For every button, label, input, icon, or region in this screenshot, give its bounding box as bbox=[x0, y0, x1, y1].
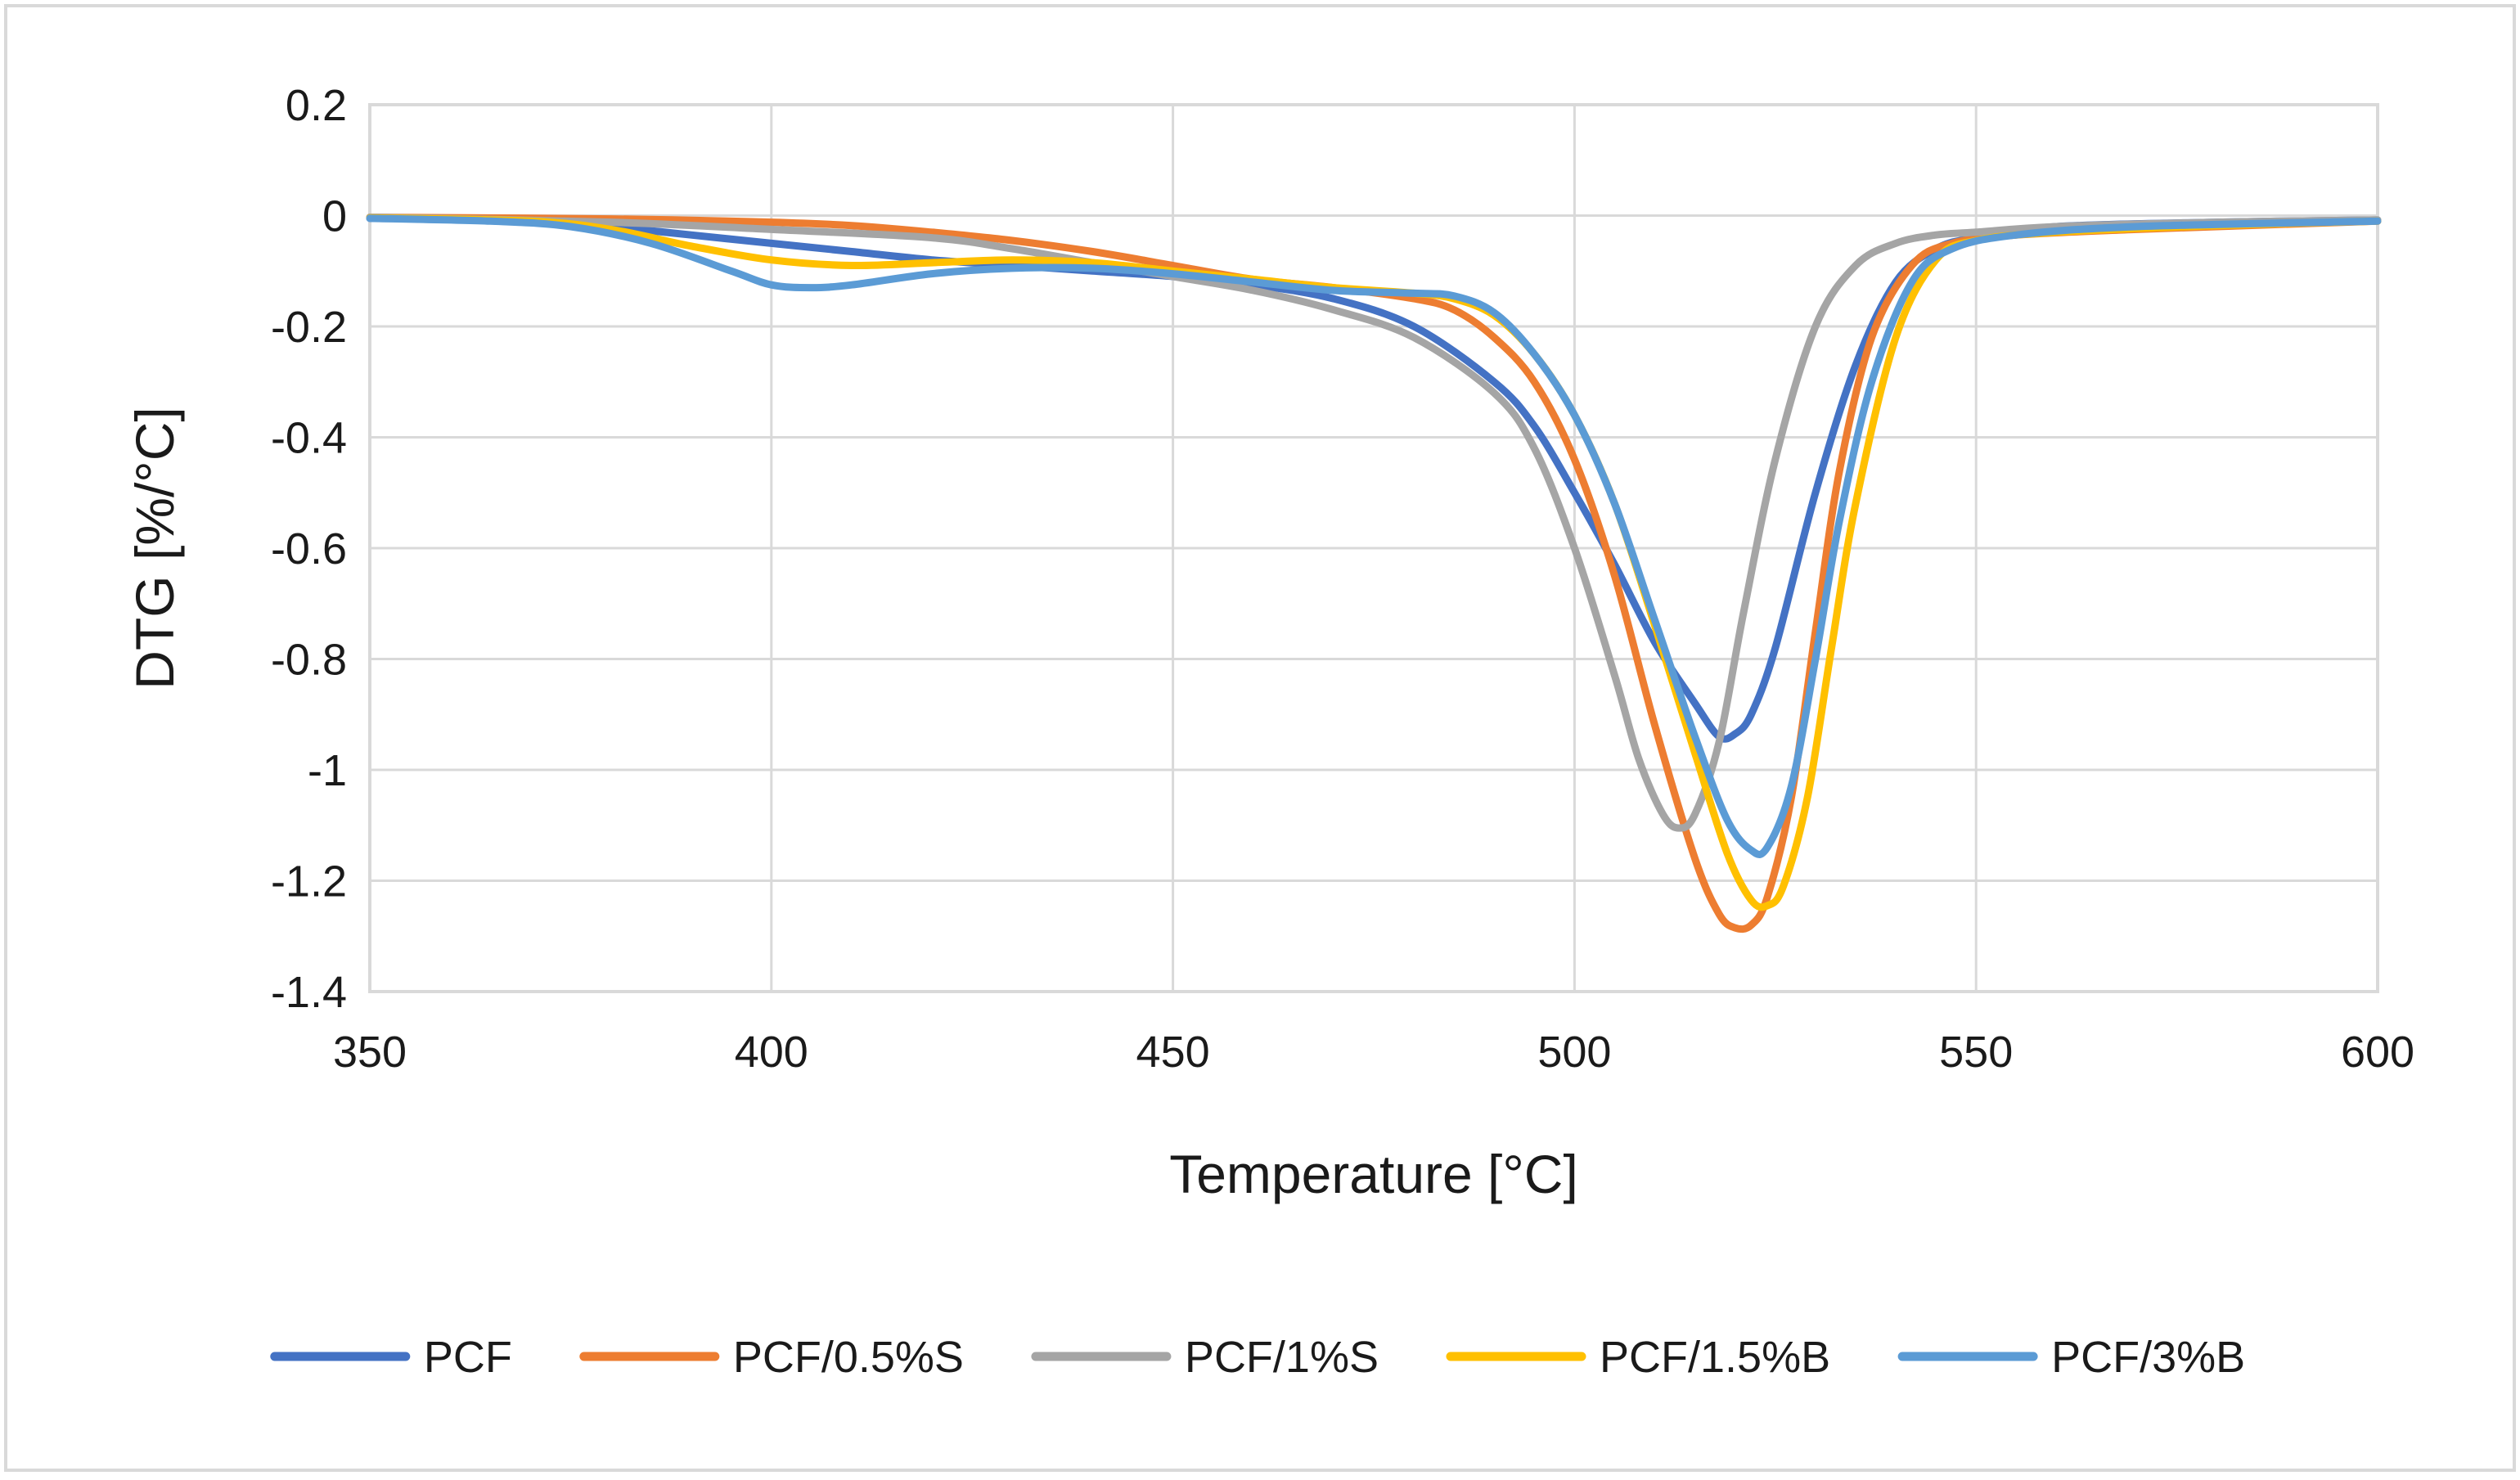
legend-label: PCF bbox=[424, 1333, 512, 1382]
y-tick-label: -0.4 bbox=[271, 414, 347, 463]
series-line-pcf-0-5-s bbox=[366, 214, 2382, 933]
series-lines bbox=[366, 214, 2382, 933]
y-tick-label: -1.2 bbox=[271, 857, 347, 906]
tick-labels: 0.2 0 -0.2 -0.4 -0.6 -0.8 -1 -1.2 -1.4 350 400 450 5… bbox=[271, 81, 2414, 1077]
x-tick-label: 600 bbox=[2341, 1028, 2414, 1077]
x-axis-title: Temperature [°C] bbox=[1169, 1144, 1578, 1204]
legend-label: PCF/1.5%B bbox=[1600, 1333, 1830, 1382]
y-tick-label: -0.8 bbox=[271, 636, 347, 685]
y-tick-label: 0 bbox=[322, 192, 347, 241]
legend-item-pcf: PCF bbox=[270, 1333, 512, 1382]
legend-label: PCF/1%S bbox=[1185, 1333, 1379, 1382]
x-tick-label: 400 bbox=[735, 1028, 808, 1077]
gridlines bbox=[368, 103, 2379, 993]
x-tick-label: 550 bbox=[1939, 1028, 2013, 1077]
y-tick-label: -0.2 bbox=[271, 303, 347, 352]
legend-label: PCF/0.5%S bbox=[733, 1333, 964, 1382]
series-line-pcf-3-b bbox=[366, 214, 2382, 858]
y-axis-title: DTG [%/°C] bbox=[124, 407, 185, 689]
series-line-pcf-1-s bbox=[366, 214, 2382, 832]
legend: PCF PCF/0.5%S PCF/1%S PCF/1.5%B PCF/3%B bbox=[270, 1333, 2245, 1382]
legend-item-pcf-3-b: PCF/3%B bbox=[1897, 1333, 2245, 1382]
x-tick-label: 350 bbox=[333, 1028, 407, 1077]
legend-item-pcf-1-s: PCF/1%S bbox=[1031, 1333, 1379, 1382]
legend-label: PCF/3%B bbox=[2051, 1333, 2245, 1382]
y-tick-label: 0.2 bbox=[286, 81, 347, 130]
x-tick-label: 500 bbox=[1537, 1028, 1611, 1077]
x-tick-label: 450 bbox=[1136, 1028, 1210, 1077]
y-tick-label: -0.6 bbox=[271, 524, 347, 574]
legend-item-pcf-1-5-b: PCF/1.5%B bbox=[1446, 1333, 1830, 1382]
y-tick-label: -1.4 bbox=[271, 968, 347, 1017]
y-tick-label: -1 bbox=[308, 746, 347, 795]
legend-item-pcf-0-5-s: PCF/0.5%S bbox=[579, 1333, 964, 1382]
